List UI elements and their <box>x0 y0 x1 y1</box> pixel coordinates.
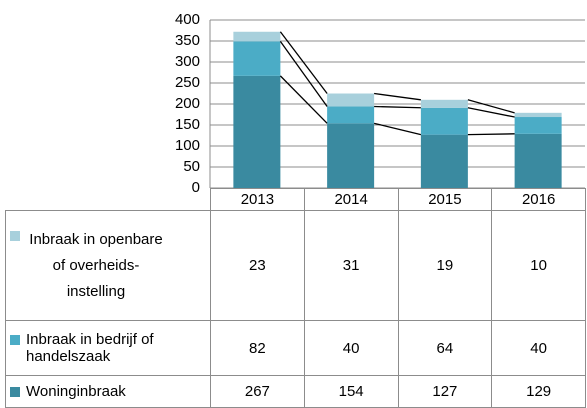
series-line <box>467 107 515 118</box>
legend-cell: Woninginbraak <box>5 375 211 408</box>
legend-swatch <box>10 387 20 397</box>
x-tick-label: 2015 <box>397 188 493 211</box>
legend-label: Inbraak in bedrijf of handelszaak <box>26 331 154 365</box>
legend-swatch <box>10 230 20 241</box>
series-line <box>279 75 328 124</box>
table-value: 40 <box>491 320 586 376</box>
y-tick-label: 300 <box>175 53 200 70</box>
table-value: 154 <box>303 375 399 408</box>
table-row: Inbraak in openbare of overheids-instell… <box>5 210 586 321</box>
y-tick-label: 250 <box>175 74 200 91</box>
series-line <box>467 99 515 114</box>
bar-segment <box>514 117 562 134</box>
y-tick-label: 400 <box>175 11 200 28</box>
table-row: Inbraak in bedrijf of handelszaak 82 40 64 4… <box>5 320 586 376</box>
bar-segment <box>420 99 468 108</box>
bar-segment <box>233 41 281 76</box>
table-value: 82 <box>210 320 305 376</box>
legend-cell: Inbraak in openbare of overheids-instell… <box>5 210 211 321</box>
bar-segment <box>327 106 375 124</box>
blank-cell <box>6 189 211 211</box>
legend-entry: Woninginbraak <box>10 383 210 400</box>
table-value: 267 <box>210 375 305 408</box>
table-row: Woninginbraak 267 154 127 129 <box>5 375 586 408</box>
x-tick-label: 2016 <box>491 188 586 211</box>
data-table: 2013 2014 2015 2016 Inbraak in openbare of o… <box>5 188 586 408</box>
bar-segment <box>420 107 468 135</box>
bar-segment <box>233 75 281 188</box>
y-tick-label: 350 <box>175 32 200 49</box>
table-value: 19 <box>397 210 493 321</box>
series-line <box>374 92 421 101</box>
legend-entry: Inbraak in bedrijf of handelszaak <box>10 331 210 365</box>
table-value: 31 <box>303 210 399 321</box>
bar-segment <box>233 31 281 42</box>
series-line <box>467 133 515 136</box>
table-value: 40 <box>303 320 399 376</box>
y-tick-label: 100 <box>175 137 200 154</box>
table-value: 129 <box>491 375 586 408</box>
legend-cell: Inbraak in bedrijf of handelszaak <box>5 320 211 376</box>
y-tick-label: 150 <box>175 116 200 133</box>
table-value: 23 <box>210 210 305 321</box>
bar-segment <box>327 93 375 107</box>
series-line <box>279 41 328 107</box>
y-tick-label: 0 <box>192 179 200 196</box>
header-row: 2013 2014 2015 2016 <box>6 188 586 211</box>
series-line <box>373 122 422 136</box>
legend-label: Woninginbraak <box>26 383 126 400</box>
table-value: 10 <box>491 210 586 321</box>
bar-segment <box>420 134 468 188</box>
x-tick-label: 2014 <box>303 188 399 211</box>
legend-label: Inbraak in openbare of overheids-instell… <box>29 230 163 300</box>
legend-swatch <box>10 335 20 345</box>
table-value: 64 <box>397 320 493 376</box>
y-tick-label: 200 <box>175 95 200 112</box>
y-tick-label: 50 <box>183 158 200 175</box>
table-value: 127 <box>397 375 493 408</box>
legend-entry: Inbraak in openbare of overheids-instell… <box>10 227 210 305</box>
series-line <box>374 105 421 109</box>
x-tick-label: 2013 <box>210 188 305 211</box>
bar-segment <box>514 112 562 118</box>
bar-segment <box>514 133 562 188</box>
bar-segment <box>327 123 375 188</box>
series-line <box>279 31 328 94</box>
